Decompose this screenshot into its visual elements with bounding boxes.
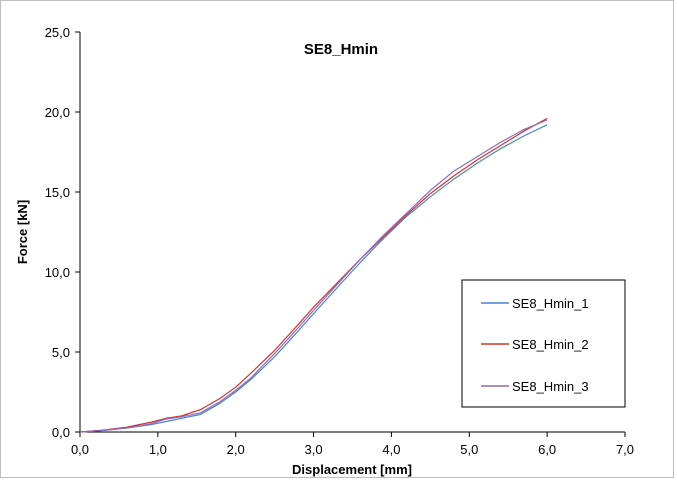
legend-items: SE8_Hmin_1 SE8_Hmin_2 SE8_Hmin_3: [481, 296, 589, 394]
chart-title: SE8_Hmin: [304, 41, 378, 58]
legend: SE8_Hmin_1 SE8_Hmin_2 SE8_Hmin_3: [461, 279, 626, 408]
x-tick-label: 2,0: [227, 442, 245, 457]
x-tick-label: 5,0: [460, 442, 478, 457]
x-tick-label: 7,0: [616, 442, 634, 457]
x-tick-label: 0,0: [71, 442, 89, 457]
plot-area: [79, 32, 625, 433]
y-ticks: 0,0 5,0 10,0 15,0 20,0 25,0: [45, 25, 80, 440]
y-tick-label: 5,0: [52, 345, 70, 360]
x-tick-label: 3,0: [305, 442, 323, 457]
y-tick-label: 25,0: [45, 25, 70, 40]
legend-label-3: SE8_Hmin_3: [512, 379, 589, 394]
series-line-2: [79, 117, 548, 433]
y-tick-label: 20,0: [45, 105, 70, 120]
y-tick-label: 10,0: [45, 265, 70, 280]
series-line-1: [79, 124, 548, 433]
series-line-3: [79, 119, 548, 433]
x-axis-title: Displacement [mm]: [292, 462, 412, 477]
y-axis-title: Force [kN]: [15, 200, 30, 264]
y-tick-label: 0,0: [52, 425, 70, 440]
x-tick-label: 6,0: [538, 442, 556, 457]
y-tick-label: 15,0: [45, 185, 70, 200]
legend-label-2: SE8_Hmin_2: [512, 337, 589, 352]
x-ticks: 0,0 1,0 2,0 3,0 4,0 5,0 6,0 7,0: [71, 432, 634, 457]
x-tick-label: 1,0: [149, 442, 167, 457]
series-lines: [79, 117, 548, 433]
x-tick-label: 4,0: [382, 442, 400, 457]
legend-label-1: SE8_Hmin_1: [512, 296, 589, 311]
